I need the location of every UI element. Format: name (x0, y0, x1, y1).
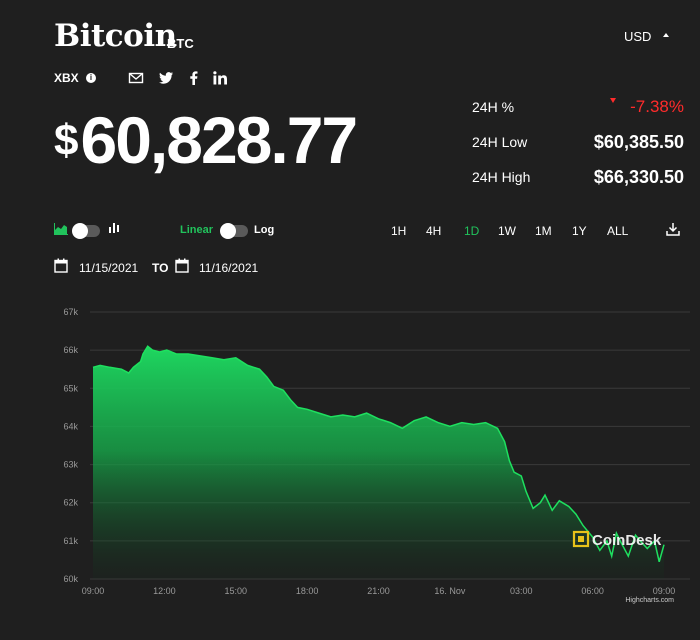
change-label: 24H % (472, 99, 515, 115)
date-from[interactable]: 11/15/2021 (79, 261, 139, 275)
range-1y[interactable]: 1Y (572, 224, 587, 238)
caret-down-icon (610, 98, 616, 103)
range-all[interactable]: ALL (607, 224, 629, 238)
chart-credit: Highcharts.com (625, 597, 674, 604)
range-1d[interactable]: 1D (464, 224, 480, 238)
asset-ticker: BTC (167, 36, 194, 51)
y-tick-label: 66k (63, 345, 78, 355)
calendar-icon[interactable] (54, 258, 68, 273)
date-to[interactable]: 11/16/2021 (199, 261, 259, 275)
y-tick-label: 63k (63, 460, 78, 470)
high-label: 24H High (472, 169, 531, 185)
facebook-icon[interactable] (186, 70, 202, 86)
range-4h[interactable]: 4H (426, 224, 442, 238)
low-value: $60,385.50 (593, 132, 684, 152)
range-1h[interactable]: 1H (391, 224, 407, 238)
log-scale-label[interactable]: Log (254, 224, 275, 236)
calendar-icon[interactable] (175, 258, 189, 273)
x-tick-label: 16. Nov (434, 586, 466, 596)
info-icon[interactable]: i (86, 73, 96, 83)
currency-selector[interactable]: USD (624, 29, 652, 44)
x-tick-label: 03:00 (510, 586, 533, 596)
y-tick-label: 65k (63, 383, 78, 393)
current-price: $60,828.77 (54, 103, 358, 177)
y-tick-label: 61k (63, 536, 78, 546)
high-value: $66,330.50 (593, 167, 684, 187)
linear-scale-label[interactable]: Linear (180, 224, 214, 236)
x-tick-label: 21:00 (367, 586, 390, 596)
svg-text:CoinDesk: CoinDesk (592, 532, 662, 549)
asset-name: Bitcoin (54, 18, 177, 54)
linkedin-icon[interactable] (212, 70, 228, 86)
x-tick-label: 15:00 (224, 586, 247, 596)
email-icon[interactable] (128, 70, 144, 86)
y-tick-label: 60k (63, 574, 78, 584)
candlestick-icon[interactable] (108, 222, 120, 235)
low-label: 24H Low (472, 134, 528, 150)
price-chart[interactable]: 67k 66k 65k 64k 63k 62k 61k 60k 09:00 12:00 15:00… (0, 300, 700, 610)
scale-toggle[interactable] (220, 223, 248, 239)
index-label: XBX (54, 71, 79, 85)
range-1m[interactable]: 1M (535, 224, 552, 238)
caret-up-icon[interactable] (663, 33, 669, 37)
price-area (93, 346, 664, 579)
y-tick-label: 64k (63, 421, 78, 431)
twitter-icon[interactable] (158, 70, 174, 86)
price-line (92, 345, 665, 563)
date-separator: TO (152, 261, 169, 275)
x-tick-label: 18:00 (296, 586, 319, 596)
x-tick-label: 06:00 (581, 586, 604, 596)
change-value: -7.38% (630, 97, 684, 116)
range-1w[interactable]: 1W (498, 224, 516, 238)
x-tick-label: 09:00 (82, 586, 105, 596)
y-tick-label: 67k (63, 307, 78, 317)
chart-type-toggle[interactable] (72, 223, 100, 239)
download-icon[interactable] (666, 222, 680, 236)
x-tick-label: 12:00 (153, 586, 176, 596)
y-tick-label: 62k (63, 498, 78, 508)
area-chart-icon[interactable] (54, 223, 68, 235)
x-tick-label: 09:00 (653, 586, 676, 596)
coindesk-watermark: CoinDesk (572, 530, 662, 549)
